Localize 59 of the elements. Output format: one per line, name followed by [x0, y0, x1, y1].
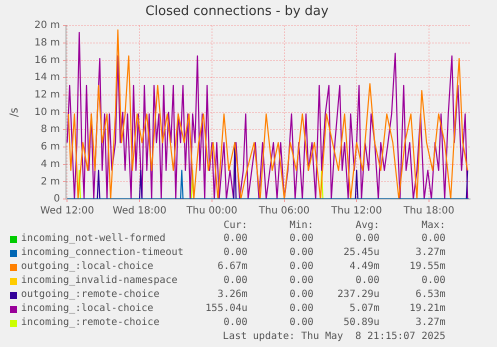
text: 0.00	[222, 274, 249, 288]
legend-label: incoming_not-well-formed	[20, 232, 166, 246]
y-tick-label: 0	[54, 194, 60, 205]
legend-label: incoming_:remote-choice	[20, 316, 160, 330]
chart-title: Closed connections - by day	[145, 4, 329, 20]
text: 19.55m	[408, 260, 447, 274]
y-axis-title: /s	[7, 107, 20, 118]
text: 19.21m	[408, 302, 447, 316]
text: 3.27m	[414, 316, 447, 330]
y-tick-label: 10 m	[34, 106, 60, 118]
text: 0.00	[288, 246, 315, 260]
text: 0.00	[420, 232, 447, 246]
text: Min:	[288, 220, 315, 232]
text: 237.29u	[336, 288, 381, 302]
text: 5.07m	[348, 302, 381, 316]
text: 0.00	[354, 232, 381, 246]
text: Last update: Thu May 8 21:15:07 2025	[222, 330, 447, 343]
text: 0.00	[222, 232, 249, 246]
text: 4.49m	[348, 260, 381, 274]
text: 0.00	[222, 246, 249, 260]
text: 0.00	[288, 260, 315, 274]
x-tick-label: Thu 18:00	[402, 206, 454, 217]
text: 0.00	[288, 274, 315, 288]
y-tick-label: 12 m	[34, 90, 60, 101]
y-tick-label: 14 m	[34, 72, 60, 84]
y-tick-label: 20 m	[34, 20, 60, 32]
text: 155.04u	[204, 302, 249, 316]
x-tick-label: Thu 12:00	[330, 206, 382, 217]
text: 0.00	[420, 274, 447, 288]
x-tick-label: Thu 00:00	[186, 206, 238, 217]
text: 6.53m	[414, 288, 447, 302]
x-tick-label: Wed 18:00	[112, 206, 166, 217]
text: 0.00	[354, 274, 381, 288]
text: Cur:	[222, 220, 249, 232]
y-tick-label: 6 m	[40, 142, 60, 153]
text: Avg:	[354, 220, 381, 232]
y-tick-label: 4 m	[40, 158, 60, 170]
x-tick-label: Wed 12:00	[40, 206, 94, 217]
y-tick-label: 8 m	[40, 124, 60, 136]
legend-label: outgoing_:local-choice	[20, 260, 154, 274]
legend-label: incoming_connection-timeout	[20, 246, 185, 260]
text: 25.45u	[342, 246, 381, 260]
text: 0.00	[288, 232, 315, 246]
x-tick-label: Thu 06:00	[258, 206, 310, 217]
legend-label: outgoing_:remote-choice	[20, 288, 160, 302]
y-tick-label: 2 m	[40, 176, 60, 188]
text: 3.27m	[414, 246, 447, 260]
text: 3.26m	[216, 288, 249, 302]
text: 50.89u	[342, 316, 381, 330]
y-tick-label: 18 m	[34, 38, 60, 49]
text: 0.00	[222, 316, 249, 330]
legend-label: incoming_invalid-namespace	[20, 274, 179, 288]
text: 6.67m	[216, 260, 249, 274]
text: 0.00	[288, 288, 315, 302]
text: 0.00	[288, 302, 315, 316]
legend-label: incoming_:local-choice	[20, 302, 154, 316]
y-tick-label: 16 m	[34, 54, 60, 66]
text: 0.00	[288, 316, 315, 330]
text: Max:	[420, 220, 447, 232]
